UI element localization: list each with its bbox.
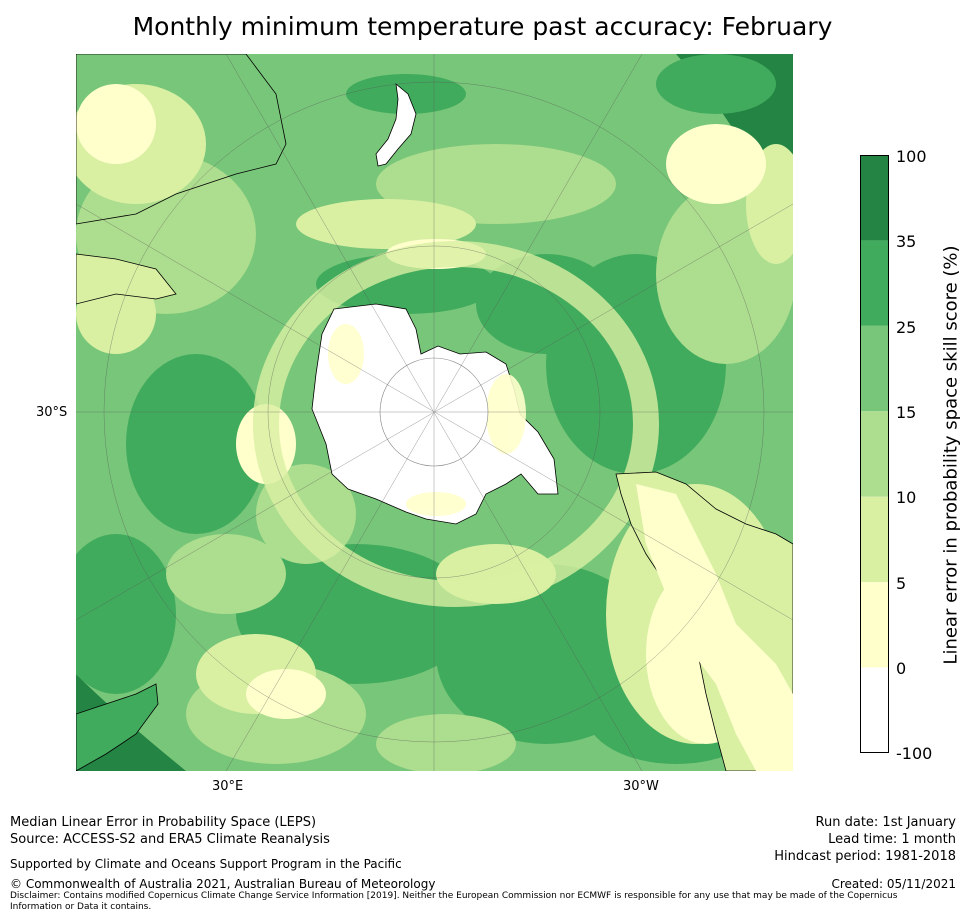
colorbar <box>860 155 889 753</box>
new-zealand-landmass <box>375 83 417 167</box>
polar-skill-map <box>76 54 793 771</box>
graticule <box>76 54 793 771</box>
colorbar-bin <box>860 155 889 241</box>
footer-support: Supported by Climate and Oceans Support … <box>10 857 402 871</box>
colorbar-bin <box>860 667 889 753</box>
antarctica-coastal-skill <box>328 324 526 516</box>
madagascar-landmass <box>76 683 159 771</box>
colorbar-tick: 25 <box>896 318 917 337</box>
footer-method: Median Linear Error in Probability Space… <box>10 815 317 830</box>
lat-label-30s: 30°S <box>36 405 68 420</box>
map-canvas <box>76 54 793 771</box>
footer-disclaimer: Disclaimer: Contains modified Copernicus… <box>10 891 898 912</box>
footer-copyright: © Commonwealth of Australia 2021, Austra… <box>10 877 436 891</box>
skill-region-high <box>676 54 793 254</box>
colorbar-tick: 15 <box>896 403 917 422</box>
colorbar-bins <box>860 155 889 753</box>
lon-label-30w: 30°W <box>623 779 659 794</box>
footer-hindcast: Hindcast period: 1981-2018 <box>774 849 956 864</box>
circumpolar-band <box>253 241 659 607</box>
colorbar-bin <box>860 582 889 668</box>
colorbar-tick: 5 <box>896 574 907 593</box>
colorbar-bin <box>860 325 889 412</box>
colorbar-bin <box>860 240 889 326</box>
colorbar-tick: -100 <box>896 744 933 763</box>
colorbar-tick: 0 <box>896 659 907 678</box>
colorbar-frame <box>860 155 889 753</box>
footer-run-date: Run date: 1st January <box>815 815 956 830</box>
colorbar-label: Linear error in probability space skill … <box>940 245 962 665</box>
footer-created: Created: 05/11/2021 <box>831 877 956 891</box>
south-america-skill <box>636 484 793 771</box>
colorbar-bin <box>860 496 889 583</box>
colorbar-tick: 35 <box>896 232 917 251</box>
colorbar-bin <box>860 411 889 497</box>
australia-coastline <box>76 54 287 225</box>
colorbar-tick: 10 <box>896 488 917 507</box>
footer-lead-time: Lead time: 1 month <box>828 832 956 847</box>
footer-source: Source: ACCESS-S2 and ERA5 Climate Reana… <box>10 832 330 847</box>
africa-landmass <box>76 253 177 305</box>
colorbar-tick: 100 <box>896 147 927 166</box>
lon-label-30e: 30°E <box>212 779 244 794</box>
chart-title: Monthly minimum temperature past accurac… <box>132 12 833 41</box>
